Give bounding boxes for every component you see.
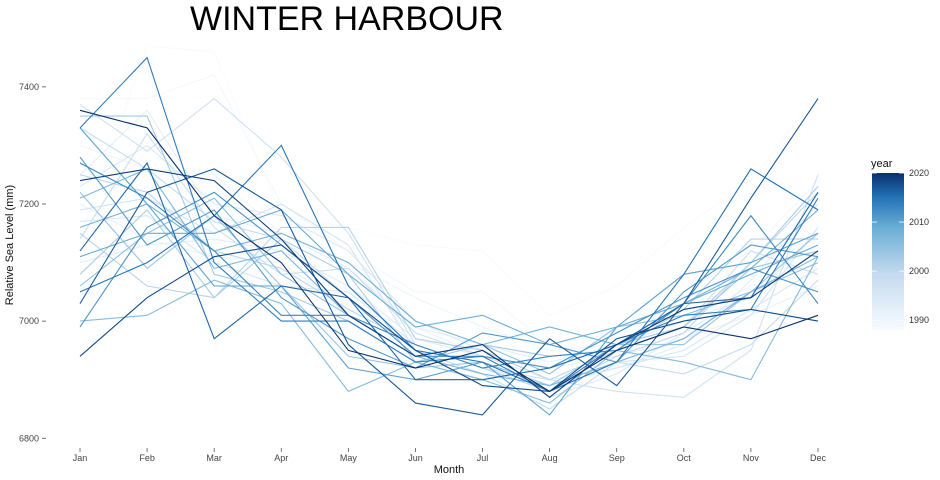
x-tick-label: Nov (743, 453, 760, 463)
series-line-2015 (79, 144, 819, 393)
series-line-2019 (79, 168, 819, 398)
series-lines (79, 45, 819, 416)
x-tick-label: Jun (408, 453, 423, 463)
x-tick-label: Mar (206, 453, 222, 463)
series-line-1992 (79, 109, 819, 363)
year-legend: year 1990 2000 2010 2020 (871, 158, 929, 330)
y-axis-title: Relative Sea Level (mm) (4, 185, 16, 305)
legend-ticks: 1990 2000 2010 2020 (872, 168, 929, 325)
x-tick-label: Jul (477, 453, 489, 463)
series-line-2018 (79, 244, 819, 392)
x-tick-label: Apr (274, 453, 288, 463)
x-tick-label: Oct (677, 453, 692, 463)
legend-colorbar (872, 173, 904, 330)
x-tick-label: Jan (73, 453, 88, 463)
series-line-2010 (79, 127, 819, 416)
x-tick-label: Dec (810, 453, 827, 463)
legend-tick-label: 2000 (909, 266, 929, 276)
x-axis-title: Month (434, 464, 465, 476)
series-line-2009 (79, 209, 819, 346)
y-tick-label: 7400 (19, 82, 39, 92)
series-line-2008 (79, 203, 819, 346)
series-line-1999 (79, 127, 819, 410)
y-axis: 6800 7000 7200 7400 (19, 82, 46, 443)
y-tick-label: 7000 (19, 316, 39, 326)
series-line-2016 (79, 161, 819, 381)
legend-tick-label: 2020 (909, 168, 929, 178)
x-tick-label: May (340, 453, 358, 463)
legend-tick-label: 2010 (909, 217, 929, 227)
series-line-1993 (79, 203, 819, 381)
series-line-2003 (80, 115, 819, 363)
series-line-1990 (79, 144, 819, 351)
series-line-1988 (79, 45, 819, 316)
y-tick-label: 6800 (19, 433, 39, 443)
legend-title: year (871, 158, 893, 170)
legend-tick-label: 1990 (909, 315, 929, 325)
x-tick-label: Aug (542, 453, 558, 463)
x-axis: Jan Feb Mar Apr May Jun Jul Aug Sep Oct Nov Dec (73, 448, 827, 463)
series-line-1991 (79, 203, 819, 369)
series-line-2007 (79, 168, 819, 387)
x-tick-label: Sep (609, 453, 625, 463)
series-line-2020 (79, 109, 819, 393)
series-line-2017 (79, 98, 819, 416)
x-tick-label: Feb (139, 453, 155, 463)
series-line-1994 (79, 144, 819, 398)
y-tick-label: 7200 (19, 199, 39, 209)
chart-title: WINTER HARBOUR (190, 0, 504, 38)
